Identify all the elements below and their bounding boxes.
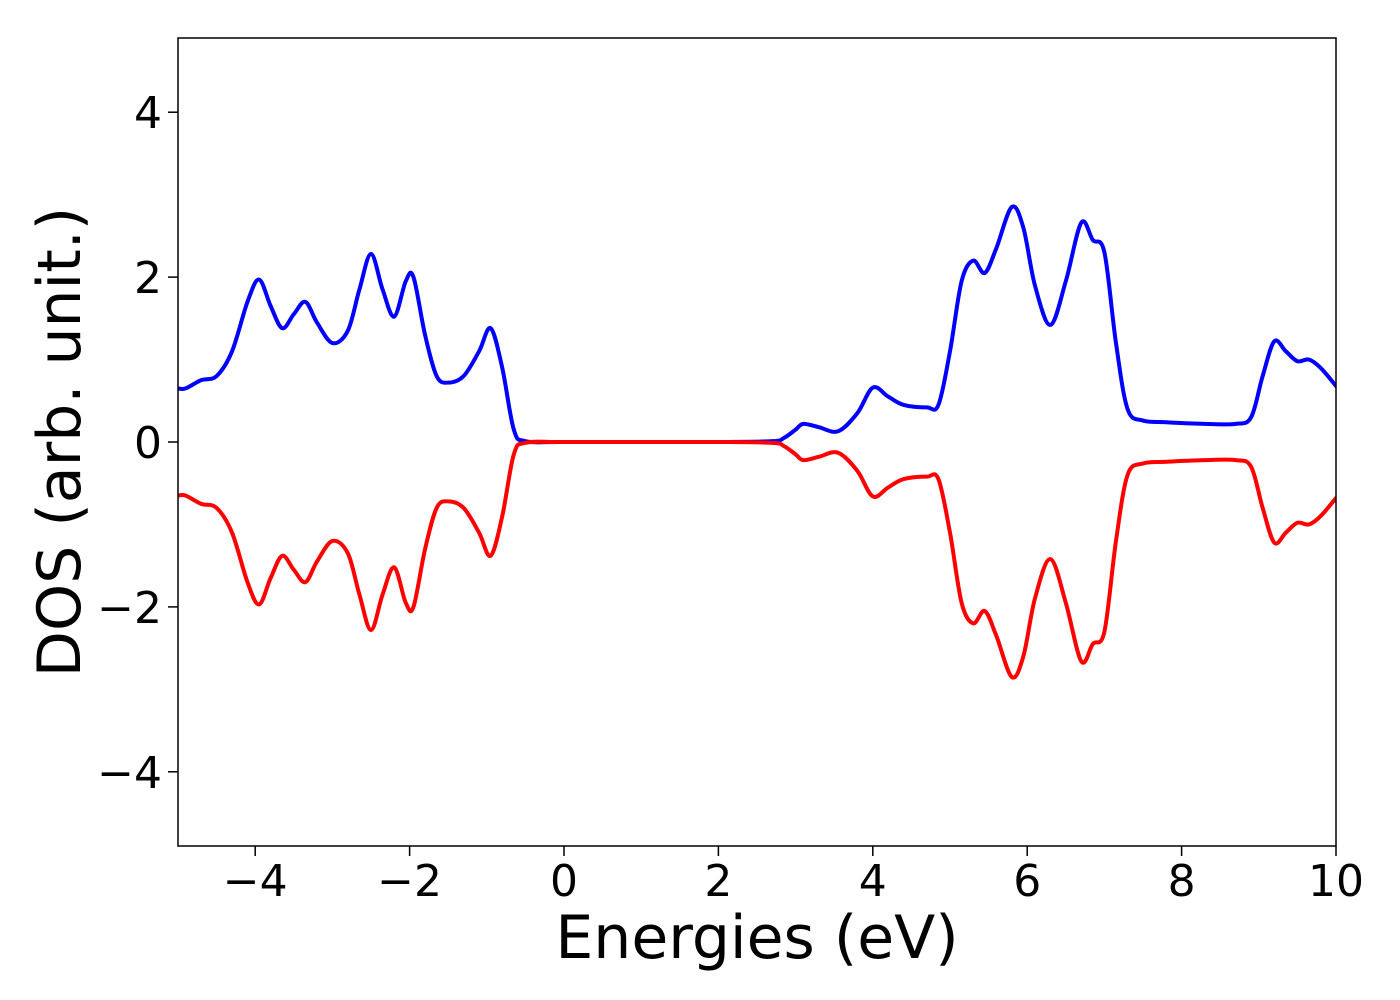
y-tick-label: −4 bbox=[97, 748, 162, 799]
y-tick-label: 4 bbox=[134, 88, 162, 139]
x-tick-label: 4 bbox=[859, 856, 887, 907]
x-axis: −4 −2 0 2 4 6 8 10 bbox=[223, 846, 1364, 907]
x-tick-label: −2 bbox=[377, 856, 442, 907]
y-tick-label: 2 bbox=[134, 253, 162, 304]
x-tick-label: 10 bbox=[1308, 856, 1364, 907]
x-tick-label: 8 bbox=[1168, 856, 1196, 907]
y-axis-label: DOS (arb. unit.) bbox=[25, 207, 95, 677]
series-layer bbox=[178, 204, 1336, 680]
x-tick-label: −4 bbox=[223, 856, 288, 907]
x-tick-label: 6 bbox=[1013, 856, 1041, 907]
series-line-1 bbox=[178, 204, 1336, 445]
y-tick-label: 0 bbox=[134, 418, 162, 469]
x-tick-label: 0 bbox=[550, 856, 578, 907]
y-tick-label: −2 bbox=[97, 583, 162, 634]
x-tick-label: 2 bbox=[704, 856, 732, 907]
series-line-2 bbox=[178, 439, 1336, 680]
x-axis-label: Energies (eV) bbox=[555, 903, 958, 973]
y-axis: −4 −2 0 2 4 bbox=[97, 88, 178, 799]
